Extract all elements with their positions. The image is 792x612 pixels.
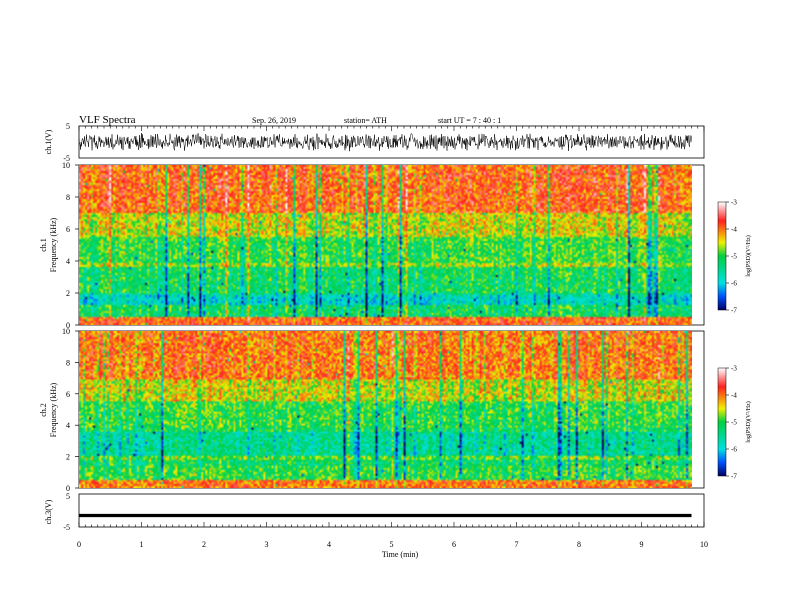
ch1-spectrogram-image [79, 165, 692, 325]
ch1-waveform-ylabel: ch.1(V) [44, 129, 53, 154]
ch2-ylabel-line1: ch.2 [39, 403, 48, 417]
ch2-spectrogram-ylabel-frequency: Frequency (kHz) [49, 382, 58, 437]
ch2-colorbar: -3 -4 -5 -6 -7 log(PSD)(V²/Hz) [717, 365, 752, 481]
ch3-waveform-panel: 5 -5 ch.3(V) [44, 492, 705, 532]
ch1-frequency-tick-label: 4 [66, 257, 70, 266]
ch2-spectrogram-ylabel-channel: ch.2 [39, 403, 48, 417]
header-start-time: start UT = 7 : 40 : 1 [438, 116, 501, 125]
ch1-waveform-tick-bottom: -5 [63, 154, 70, 163]
ch2-spectrogram-image [79, 331, 692, 488]
ch1-frequency-tick-label: 6 [66, 225, 70, 234]
cb2-tick-label: -3 [731, 365, 737, 373]
cb2-tick-label: -7 [731, 473, 737, 481]
cb1-label: log(PSD)(V²/Hz) [745, 235, 752, 276]
time-tick-label: 10 [700, 540, 708, 549]
time-tick-label: 1 [140, 540, 144, 549]
cb2-tick-label: -4 [731, 392, 737, 400]
time-tick-label: 7 [515, 540, 519, 549]
cb2-label: log(PSD)(V²/Hz) [745, 401, 752, 442]
ch3-waveform-tick-bottom: -5 [63, 523, 70, 532]
time-tick-label: 3 [265, 540, 269, 549]
ch1-frequency-tick-label: 0 [66, 321, 70, 330]
cb2-tick-label: -5 [731, 419, 737, 427]
header-station: station= ATH [344, 116, 387, 125]
ch1-frequency-tick-label: 10 [62, 161, 70, 170]
cb1-tick-label: -5 [731, 253, 737, 261]
cb1-tick-label: -3 [731, 199, 737, 207]
ch3-waveform-frame [78, 493, 705, 528]
ch1-spectrogram-panel: 0 2 4 6 8 10 ch.1 Frequency (kHz) [39, 161, 705, 330]
time-tick-label: 6 [452, 540, 456, 549]
time-axis-label: Time (min) [382, 550, 419, 559]
ch1-waveform-tick-top: 5 [66, 122, 70, 131]
header-date: Sep. 26, 2019 [252, 116, 296, 125]
cb1-tick-label: -6 [731, 280, 737, 288]
time-tick-label: 5 [390, 540, 394, 549]
ch1-waveform-panel: 5 -5 ch.1(V) [44, 122, 705, 163]
cb2-bar [717, 367, 727, 477]
ch2-frequency-tick-label: 0 [66, 484, 70, 493]
cb1-bar [717, 201, 727, 311]
time-tick-label: 4 [327, 540, 331, 549]
ch1-spectrogram-ylabel-frequency: Frequency (kHz) [49, 217, 58, 272]
ch1-colorbar: -3 -4 -5 -6 -7 log(PSD)(V²/Hz) [717, 199, 752, 315]
ch1-frequency-tick-label: 2 [66, 289, 70, 298]
time-tick-label: 9 [640, 540, 644, 549]
ch1-frequency-ticks: 0 2 4 6 8 10 [62, 161, 79, 330]
ch1-waveform-trace [78, 132, 692, 152]
time-tick-label: 8 [577, 540, 581, 549]
ch2-frequency-tick-label: 8 [66, 358, 70, 367]
ch1-ylabel-line2: Frequency (kHz) [49, 217, 58, 272]
ch2-frequency-tick-label: 2 [66, 453, 70, 462]
ch1-spectrogram-ylabel-channel: ch.1 [39, 238, 48, 252]
ch2-ylabel-line2: Frequency (kHz) [49, 382, 58, 437]
ch2-spectrogram-panel: 0 2 4 6 8 10 ch.2 Frequency (kHz) [39, 327, 705, 493]
figure-title: VLF Spectra [79, 114, 136, 126]
ch1-ylabel-line1: ch.1 [39, 238, 48, 252]
time-axis: 0 1 2 3 4 5 6 7 8 9 10 [77, 126, 708, 549]
cb2-tick-label: -6 [731, 446, 737, 454]
cb1-tick-label: -7 [731, 307, 737, 315]
ch3-waveform-tick-top: 5 [66, 492, 70, 501]
time-tick-label: 2 [202, 540, 206, 549]
ch2-frequency-tick-label: 10 [62, 327, 70, 336]
ch2-frequency-ticks: 0 2 4 6 8 10 [62, 327, 79, 493]
ch2-frequency-tick-label: 6 [66, 390, 70, 399]
ch3-waveform-ylabel: ch.3(V) [44, 499, 53, 524]
time-tick-label: 0 [77, 540, 81, 549]
ch1-frequency-tick-label: 8 [66, 193, 70, 202]
ch2-frequency-tick-label: 4 [66, 421, 70, 430]
cb1-tick-label: -4 [731, 226, 737, 234]
